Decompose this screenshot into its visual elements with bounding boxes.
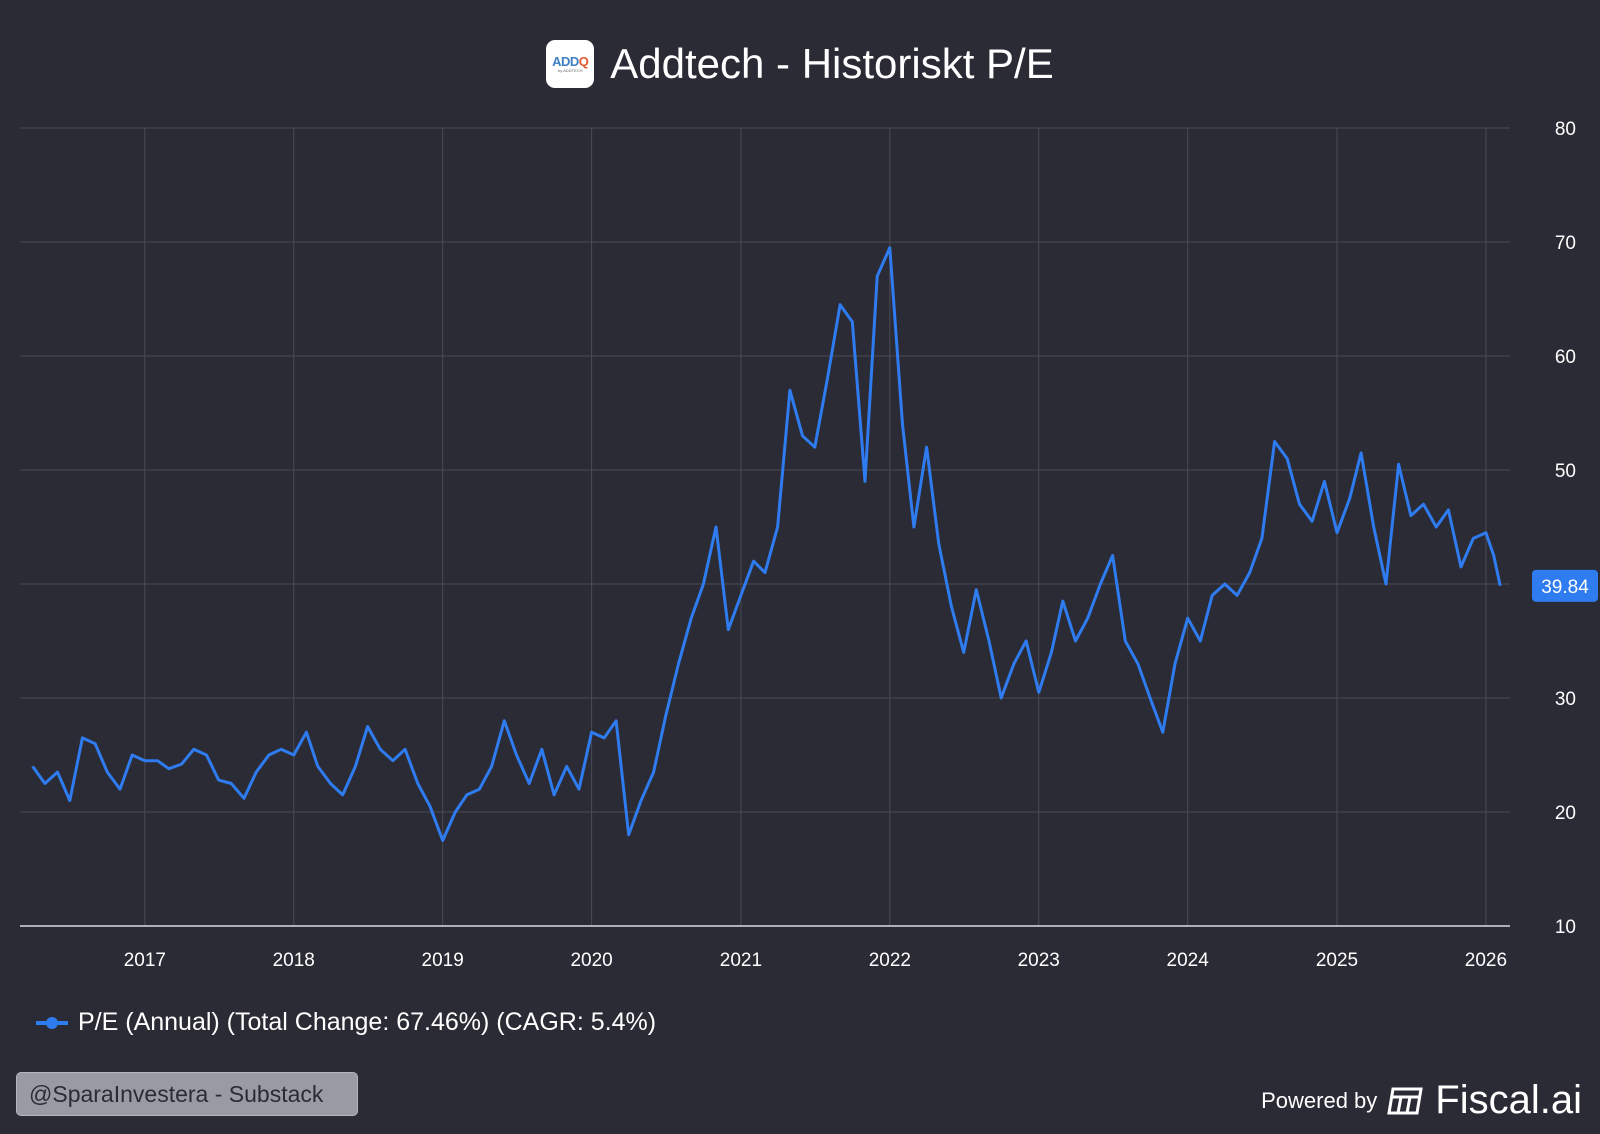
y-tick-label: 20: [1555, 803, 1576, 824]
fiscal-ai-brand: Fiscal.ai: [1435, 1078, 1582, 1122]
logo-text: ADDQ: [552, 54, 589, 69]
watermark-badge: @SparaInvestera - Substack: [16, 1072, 358, 1116]
y-tick-label: 60: [1555, 347, 1576, 368]
last-value-label: 39.84: [1541, 577, 1589, 598]
fiscal-ai-logo-icon: [1387, 1087, 1424, 1114]
last-value-badge: [1532, 569, 1598, 602]
pe-line-chart: 1020304050607080201720182019202020212022…: [20, 119, 1598, 971]
legend-label: P/E (Annual) (Total Change: 67.46%) (CAG…: [78, 1008, 657, 1036]
y-tick-label: 70: [1555, 233, 1576, 254]
x-tick-label: 2019: [422, 950, 464, 971]
series-line-pe: [31, 246, 1502, 842]
chart-header: ADDQ by ADDTECH Addtech - Historiskt P/E: [0, 34, 1600, 94]
x-tick-label: 2022: [869, 950, 911, 971]
x-tick-label: 2021: [720, 950, 762, 971]
company-logo: ADDQ by ADDTECH: [546, 40, 595, 88]
x-tick-label: 2017: [124, 950, 166, 971]
x-tick-label: 2024: [1167, 950, 1210, 971]
x-tick-label: 2020: [570, 950, 612, 971]
x-tick-label: 2026: [1465, 950, 1507, 971]
x-tick-label: 2025: [1316, 950, 1358, 971]
y-tick-label: 30: [1555, 689, 1576, 710]
x-tick-label: 2023: [1018, 950, 1060, 971]
powered-by-footer[interactable]: Powered by Fiscal.ai: [1261, 1078, 1582, 1123]
y-tick-label: 10: [1555, 917, 1576, 938]
powered-by-text: Powered by: [1261, 1087, 1378, 1113]
legend-marker-icon: [36, 1016, 68, 1029]
x-tick-label: 2018: [273, 950, 315, 971]
chart-title: Addtech - Historiskt P/E: [610, 40, 1054, 87]
y-tick-label: 80: [1555, 119, 1576, 140]
logo-sub-text: by ADDTECH: [558, 68, 583, 73]
y-tick-label: 50: [1555, 461, 1576, 482]
legend[interactable]: P/E (Annual) (Total Change: 67.46%) (CAG…: [36, 1008, 656, 1037]
